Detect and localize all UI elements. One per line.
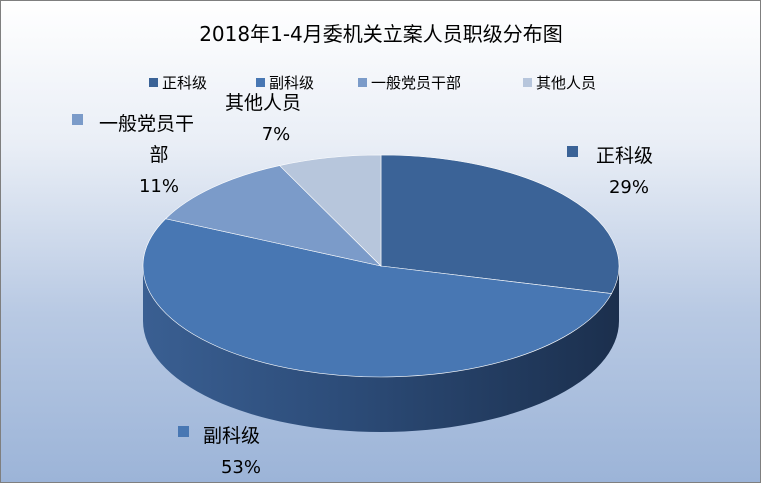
- legend-swatch-yiban: [358, 78, 367, 87]
- pie-slice-qita: [279, 154, 382, 267]
- data-label-name-zhengke: 正科级: [596, 145, 653, 167]
- legend: 正科级 副科级 一般党员干部 其他人员: [149, 74, 596, 92]
- data-label-swatch-fuke: [178, 426, 189, 437]
- legend-label-yiban: 一般党员干部: [371, 74, 461, 92]
- legend-item-yiban: 一般党员干部: [358, 74, 461, 92]
- pie-slice-zhengke: [380, 154, 620, 294]
- legend-item-zhengke: 正科级: [149, 74, 207, 92]
- data-label-name-fuke: 副科级: [203, 425, 260, 447]
- legend-label-zhengke: 正科级: [162, 74, 207, 92]
- pie-side-walls: [143, 266, 619, 432]
- legend-swatch-qita: [523, 78, 532, 87]
- legend-item-qita: 其他人员: [523, 74, 596, 92]
- data-label-swatch-zhengke: [567, 146, 578, 157]
- data-label-value-qita: 7%: [262, 124, 291, 145]
- data-labels: 正科级 29% 副科级 53% 一般党员干 部 11% 其他人员 7%: [72, 92, 653, 478]
- data-label-yiban: 一般党员干 部 11%: [72, 113, 194, 197]
- legend-label-qita: 其他人员: [536, 74, 596, 92]
- pie-slice-yiban: [165, 165, 382, 267]
- data-label-value-zhengke: 29%: [609, 177, 649, 198]
- data-label-zhengke: 正科级 29%: [567, 145, 653, 198]
- legend-label-fuke: 副科级: [269, 74, 314, 92]
- data-label-qita: 其他人员 7%: [225, 92, 301, 145]
- data-label-name-yiban-line1: 一般党员干: [99, 113, 194, 135]
- chart-title: 2018年1-4月委机关立案人员职级分布图: [199, 22, 563, 46]
- pie-slice-fuke: [142, 218, 613, 378]
- data-label-name-yiban-line2: 部: [149, 144, 168, 166]
- legend-item-fuke: 副科级: [256, 74, 314, 92]
- data-label-swatch-yiban: [72, 114, 83, 125]
- data-label-name-qita: 其他人员: [225, 92, 301, 114]
- data-label-value-yiban: 11%: [139, 176, 179, 197]
- legend-swatch-fuke: [256, 78, 265, 87]
- pie-slices: [142, 154, 620, 378]
- data-label-value-fuke: 53%: [221, 457, 261, 478]
- legend-swatch-zhengke: [149, 78, 158, 87]
- data-label-fuke: 副科级 53%: [178, 425, 261, 478]
- pie-side-wall: [143, 266, 619, 432]
